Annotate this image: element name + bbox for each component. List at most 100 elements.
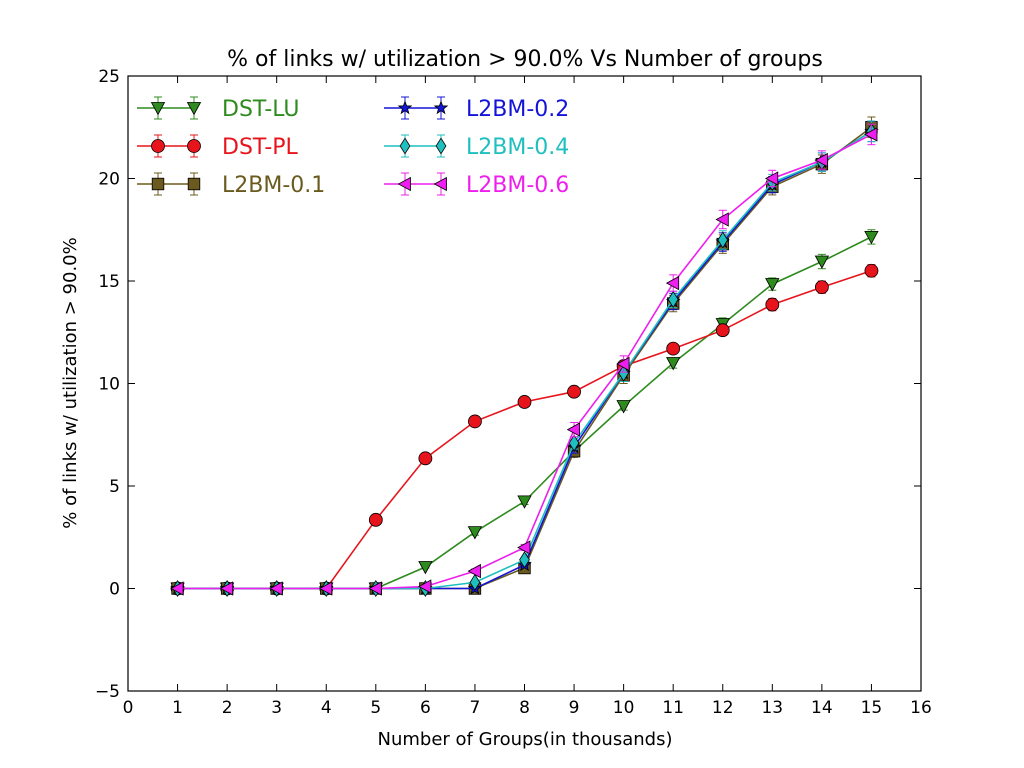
x-tick-label: 0 (123, 698, 134, 718)
y-tick-label: 25 (98, 67, 120, 87)
data-point (715, 212, 729, 227)
data-point (418, 451, 433, 466)
legend-entry: DST-PL (137, 134, 299, 160)
legend-label: DST-LU (222, 97, 300, 122)
plot-frame (127, 75, 922, 692)
x-tick-label: 13 (761, 698, 783, 718)
data-point (469, 573, 481, 591)
x-tick-label: 5 (370, 698, 381, 718)
y-tick-label: 0 (109, 580, 120, 600)
legend-label: L2BM-0.6 (466, 173, 569, 198)
series-line (177, 130, 872, 590)
x-tick-label: 3 (271, 698, 282, 718)
y-tick-label: 10 (98, 375, 120, 395)
data-point (814, 152, 828, 168)
series-l2bm-0-6 (170, 123, 878, 596)
data-point (864, 127, 878, 142)
x-tick-label: 11 (662, 698, 684, 718)
data-point (219, 581, 234, 596)
data-point (418, 579, 432, 594)
x-tick-label: 12 (712, 698, 734, 718)
data-point (170, 581, 184, 596)
data-point (814, 255, 830, 269)
y-axis-label: % of links w/ utilization > 90.0% (60, 237, 81, 528)
x-axis-label: Number of Groups(in thousands) (378, 729, 673, 750)
series-dst-lu (170, 229, 879, 596)
data-point (467, 526, 483, 540)
data-point (715, 323, 730, 338)
data-point (717, 231, 729, 249)
x-tick-label: 4 (321, 698, 332, 718)
legend-marker (187, 139, 201, 153)
x-tick-label: 6 (420, 698, 431, 718)
legend-entry: DST-LU (137, 96, 300, 122)
series-line (177, 133, 872, 590)
data-point (764, 171, 779, 186)
data-point (467, 563, 481, 579)
data-point (566, 422, 580, 437)
data-point (468, 414, 482, 429)
legend: DST-LU DST-PL L2BM-0.1 L2BM-0.2 L2BM-0.4 L2BM… (137, 96, 569, 198)
data-point (666, 341, 681, 356)
legend-entry: L2BM-0.2 (384, 96, 569, 122)
legend-marker (399, 137, 411, 155)
legend-entry: L2BM-0.4 (384, 134, 569, 160)
data-point (864, 230, 879, 245)
legend-label: L2BM-0.4 (466, 135, 569, 160)
y-tick-label: 15 (98, 272, 120, 292)
y-tick-label: −5 (95, 682, 120, 702)
x-tick-label: 7 (470, 698, 481, 718)
legend-label: L2BM-0.2 (466, 97, 569, 122)
legend-marker (186, 102, 202, 116)
data-point (814, 280, 829, 295)
x-tick-label: 15 (861, 698, 883, 718)
series-line (177, 270, 872, 590)
data-point (567, 384, 581, 399)
data-point (864, 263, 879, 278)
data-point (665, 275, 680, 291)
legend-marker (433, 176, 447, 192)
data-point (765, 278, 780, 292)
legend-marker (433, 100, 449, 115)
legend-entry: L2BM-0.1 (137, 172, 325, 198)
legend-entry: L2BM-0.6 (384, 172, 569, 198)
y-tick-label: 5 (109, 477, 120, 497)
legend-marker (151, 139, 165, 153)
data-point (616, 400, 631, 414)
data-point (517, 540, 531, 555)
data-point (667, 290, 679, 309)
legend-marker (150, 102, 166, 116)
data-point (519, 551, 530, 569)
data-point (666, 357, 681, 371)
legend-marker (435, 137, 447, 155)
data-point (517, 495, 532, 509)
data-point (616, 356, 630, 372)
x-tick-label: 2 (222, 698, 233, 718)
data-point (568, 434, 580, 452)
x-tick-label: 1 (172, 698, 183, 718)
plot-area (170, 116, 879, 598)
x-tick-label: 16 (910, 698, 932, 718)
series-line (177, 236, 872, 590)
data-point (269, 581, 283, 596)
x-tick-label: 14 (811, 698, 833, 718)
data-point (368, 512, 383, 527)
x-tick-label: 10 (613, 698, 635, 718)
legend-marker (397, 100, 413, 115)
data-point (618, 364, 629, 382)
legend-marker (397, 176, 411, 192)
x-tick-label: 9 (569, 698, 580, 718)
data-point (368, 581, 382, 596)
data-point (318, 581, 333, 596)
legend-label: L2BM-0.1 (222, 173, 325, 198)
data-point (765, 297, 780, 312)
legend-label: DST-PL (222, 135, 299, 160)
legend-marker (187, 177, 201, 191)
series-line (177, 130, 872, 590)
data-point (517, 395, 532, 409)
y-tick-label: 20 (98, 170, 120, 190)
chart-title: % of links w/ utilization > 90.0% Vs Num… (227, 47, 823, 72)
legend-marker (151, 177, 165, 191)
